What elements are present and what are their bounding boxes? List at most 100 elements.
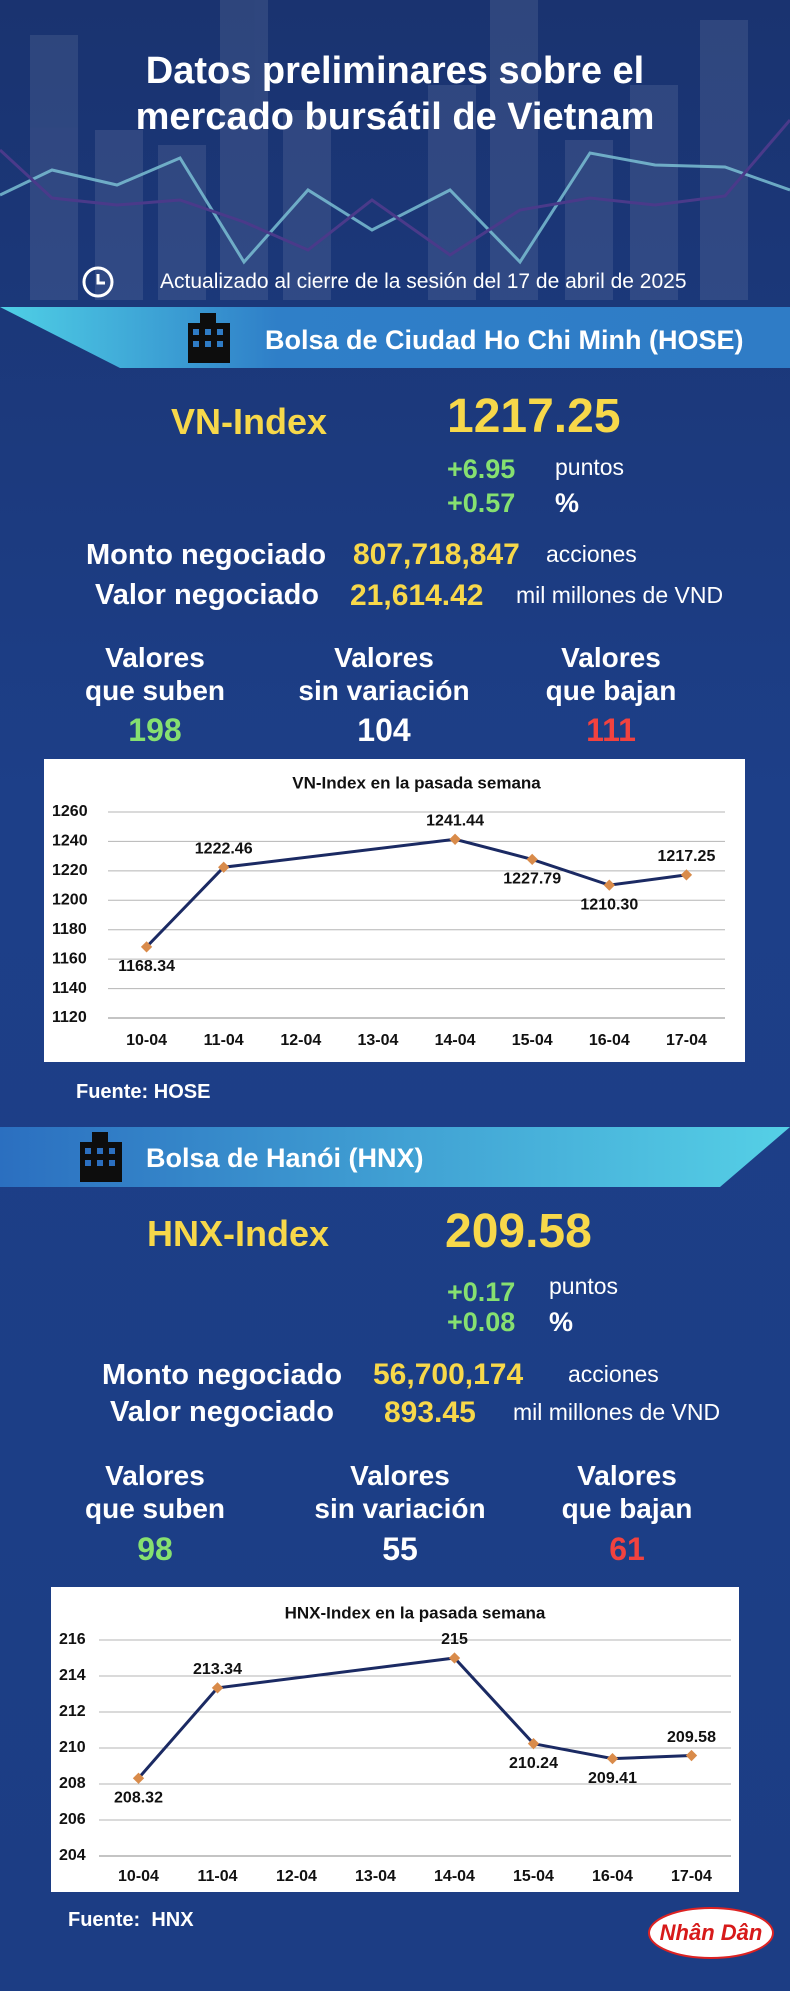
marker <box>448 1652 461 1664</box>
y-tick-label: 206 <box>59 1811 86 1828</box>
chart: VN-Index en la pasada semana 1120 1140 1160… <box>44 759 745 1062</box>
data-label: 208.32 <box>114 1789 163 1806</box>
banner <box>0 307 790 368</box>
breadth-label: Valores <box>350 1460 450 1492</box>
breadth-count: 111 <box>586 711 636 748</box>
breadth-label: que suben <box>84 675 226 707</box>
breadth-count: 55 <box>382 1530 418 1567</box>
volume: 807,718,847 <box>353 538 520 571</box>
unit: mil millones de VND <box>513 1399 721 1425</box>
y-tick-label: 1180 <box>52 921 87 938</box>
data-label: 209.58 <box>667 1729 716 1746</box>
line <box>137 1656 692 1780</box>
data-label: 215 <box>441 1631 468 1648</box>
x-tick-label: 12-04 <box>276 1868 317 1885</box>
breadth-label: Valores <box>334 642 434 674</box>
x-tick-label: 11-04 <box>204 1032 244 1049</box>
data-label: 210.24 <box>509 1755 558 1772</box>
label: Valor negociado <box>110 1396 334 1428</box>
x-tick-label: 14-04 <box>435 1032 476 1049</box>
breadth-label: Valores <box>577 1460 677 1492</box>
marker <box>526 853 538 866</box>
breadth-label: que suben <box>84 1493 226 1525</box>
chart: HNX-Index en la pasada semana 204 206 208 21… <box>51 1587 739 1892</box>
change-points: +0.17 <box>447 1277 516 1307</box>
breadth-label: Valores <box>105 1460 205 1492</box>
unit: puntos <box>555 454 625 480</box>
data-label: 1210.30 <box>580 896 638 913</box>
section-heading: Bolsa de Ciudad Ho Chi Minh (HOSE) <box>265 325 744 355</box>
data-label: 209.41 <box>588 1770 637 1787</box>
y-tick-label: 208 <box>59 1775 86 1792</box>
header-decoration <box>0 0 790 300</box>
unit: % <box>555 488 580 518</box>
data-label: 1217.25 <box>658 848 716 865</box>
breadth-count: 61 <box>609 1530 645 1567</box>
y-tick-label: 1120 <box>52 1009 87 1026</box>
line <box>145 837 687 948</box>
x-tick-label: 11-04 <box>197 1868 237 1885</box>
y-tick-label: 1220 <box>52 862 88 879</box>
x-tick-label: 14-04 <box>434 1868 475 1885</box>
y-tick-label: 216 <box>59 1631 86 1648</box>
unit: mil millones de VND <box>516 582 724 608</box>
volume: 56,700,174 <box>373 1358 524 1391</box>
x-tick-label: 15-04 <box>513 1868 554 1885</box>
unit: puntos <box>549 1273 619 1299</box>
data-label: 1227.79 <box>503 871 561 888</box>
x-tick-label: 17-04 <box>666 1032 707 1049</box>
y-tick-label: 1200 <box>52 892 88 909</box>
unit: acciones <box>568 1361 659 1387</box>
index-value: 209.58 <box>445 1205 592 1258</box>
x-tick-label: 13-04 <box>357 1032 398 1049</box>
breadth-label: que bajan <box>561 1493 693 1525</box>
x-tick-label: 13-04 <box>355 1868 396 1885</box>
data-label: 1222.46 <box>195 840 253 857</box>
index-name: VN-Index <box>171 401 328 442</box>
title-line: mercado bursátil de Vietnam <box>135 96 655 138</box>
change-percent: +0.08 <box>447 1307 516 1337</box>
source: Fuente: HOSE <box>76 1081 211 1103</box>
marker <box>449 833 461 845</box>
chart-title: VN-Index en la pasada semana <box>292 773 541 792</box>
marker <box>603 879 615 891</box>
breadth-count: 104 <box>357 711 411 748</box>
value: 21,614.42 <box>350 579 484 612</box>
y-tick-label: 1260 <box>52 803 88 820</box>
source: Fuente: HNX <box>68 1909 194 1931</box>
breadth-count: 198 <box>128 711 182 748</box>
change-points: +6.95 <box>447 454 516 484</box>
y-tick-label: 210 <box>59 1739 86 1756</box>
y-tick-label: 214 <box>59 1667 86 1684</box>
section-heading: Bolsa de Hanói (HNX) <box>146 1143 424 1173</box>
unit: acciones <box>546 541 637 567</box>
label: Valor negociado <box>95 579 319 611</box>
updated-note: Actualizado al cierre de la sesión del 1… <box>160 270 687 293</box>
banner <box>0 1127 790 1187</box>
index-value: 1217.25 <box>447 390 621 443</box>
breadth-label: que bajan <box>545 675 677 707</box>
marker <box>685 1749 698 1762</box>
breadth-label: sin variación <box>314 1493 486 1525</box>
label: Monto negociado <box>86 539 327 571</box>
y-tick-label: 212 <box>59 1703 86 1720</box>
x-tick-label: 15-04 <box>512 1032 553 1049</box>
marker <box>606 1752 619 1765</box>
data-label: 1241.44 <box>426 813 484 830</box>
unit: % <box>549 1307 574 1337</box>
y-tick-label: 204 <box>59 1847 86 1864</box>
x-tick-label: 10-04 <box>126 1032 167 1049</box>
data-label: 1168.34 <box>118 958 175 975</box>
x-tick-label: 12-04 <box>280 1032 321 1049</box>
data-label: 213.34 <box>193 1661 242 1678</box>
breadth-label: Valores <box>105 642 205 674</box>
change-percent: +0.57 <box>447 488 516 518</box>
breadth-label: Valores <box>561 642 661 674</box>
chart-title: HNX-Index en la pasada semana <box>285 1603 546 1622</box>
y-tick-label: 1140 <box>52 980 87 997</box>
y-tick-label: 1160 <box>52 950 87 967</box>
x-tick-label: 10-04 <box>118 1868 159 1885</box>
x-tick-label: 16-04 <box>592 1868 633 1885</box>
label: Monto negociado <box>102 1359 343 1391</box>
